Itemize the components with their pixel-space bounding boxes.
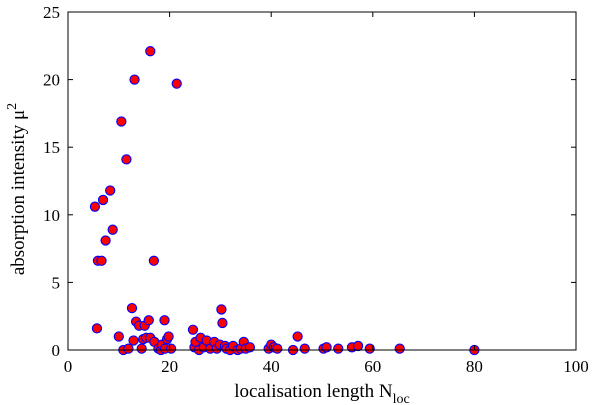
data-point: [105, 185, 116, 196]
x-tick-label: 40: [263, 357, 280, 376]
data-point: [163, 331, 174, 342]
data-point: [123, 343, 134, 354]
data-point: [352, 340, 364, 352]
y-tick-label: 20: [43, 71, 60, 90]
data-point: [121, 154, 132, 165]
x-axis-label-main: localisation length N: [234, 381, 393, 402]
data-point: [187, 324, 199, 335]
data-point: [165, 343, 177, 354]
data-point: [333, 343, 344, 354]
y-tick-label: 0: [52, 341, 61, 360]
y-tick-label: 5: [52, 273, 61, 292]
data-point: [216, 304, 227, 315]
data-point: [97, 194, 109, 206]
data-point: [148, 255, 160, 266]
x-tick-label: 80: [466, 357, 483, 376]
data-point: [89, 201, 101, 212]
data-point: [244, 342, 256, 353]
data-point: [145, 46, 156, 57]
data-points: [89, 46, 480, 356]
data-point: [364, 343, 375, 354]
data-point: [299, 343, 310, 354]
y-tick-label: 10: [43, 206, 60, 225]
data-point: [91, 323, 103, 334]
y-axis-label-main: absorption intensity μ: [8, 110, 29, 275]
data-point: [113, 331, 124, 342]
y-tick-label: 15: [43, 138, 60, 157]
x-axis-label-subscript: loc: [393, 392, 410, 405]
data-point: [126, 302, 138, 314]
data-point: [107, 224, 118, 235]
data-point: [394, 343, 405, 354]
data-point: [272, 343, 283, 354]
data-point: [217, 317, 228, 329]
data-point: [96, 255, 107, 266]
x-tick-label: 20: [161, 357, 178, 376]
data-point: [171, 78, 182, 89]
data-point: [292, 331, 303, 342]
axis-ticks: 0 20 40 60 80 100 0 5 10 15 20 25: [43, 3, 589, 376]
x-tick-label: 0: [64, 357, 73, 376]
data-point: [129, 74, 140, 85]
x-tick-label: 100: [563, 357, 589, 376]
x-axis-label: localisation length Nloc: [234, 381, 409, 405]
y-axis-label: absorption intensity μ2: [5, 103, 29, 275]
y-axis-label-superscript: 2: [5, 103, 20, 110]
plot-frame: [67, 11, 577, 351]
data-point: [143, 315, 154, 326]
data-point: [321, 342, 332, 353]
x-tick-label: 60: [364, 357, 381, 376]
data-point: [128, 335, 139, 346]
data-point: [100, 235, 111, 246]
data-point: [116, 116, 127, 127]
data-point: [136, 343, 147, 354]
data-point: [159, 315, 170, 326]
y-tick-label: 25: [43, 3, 60, 22]
